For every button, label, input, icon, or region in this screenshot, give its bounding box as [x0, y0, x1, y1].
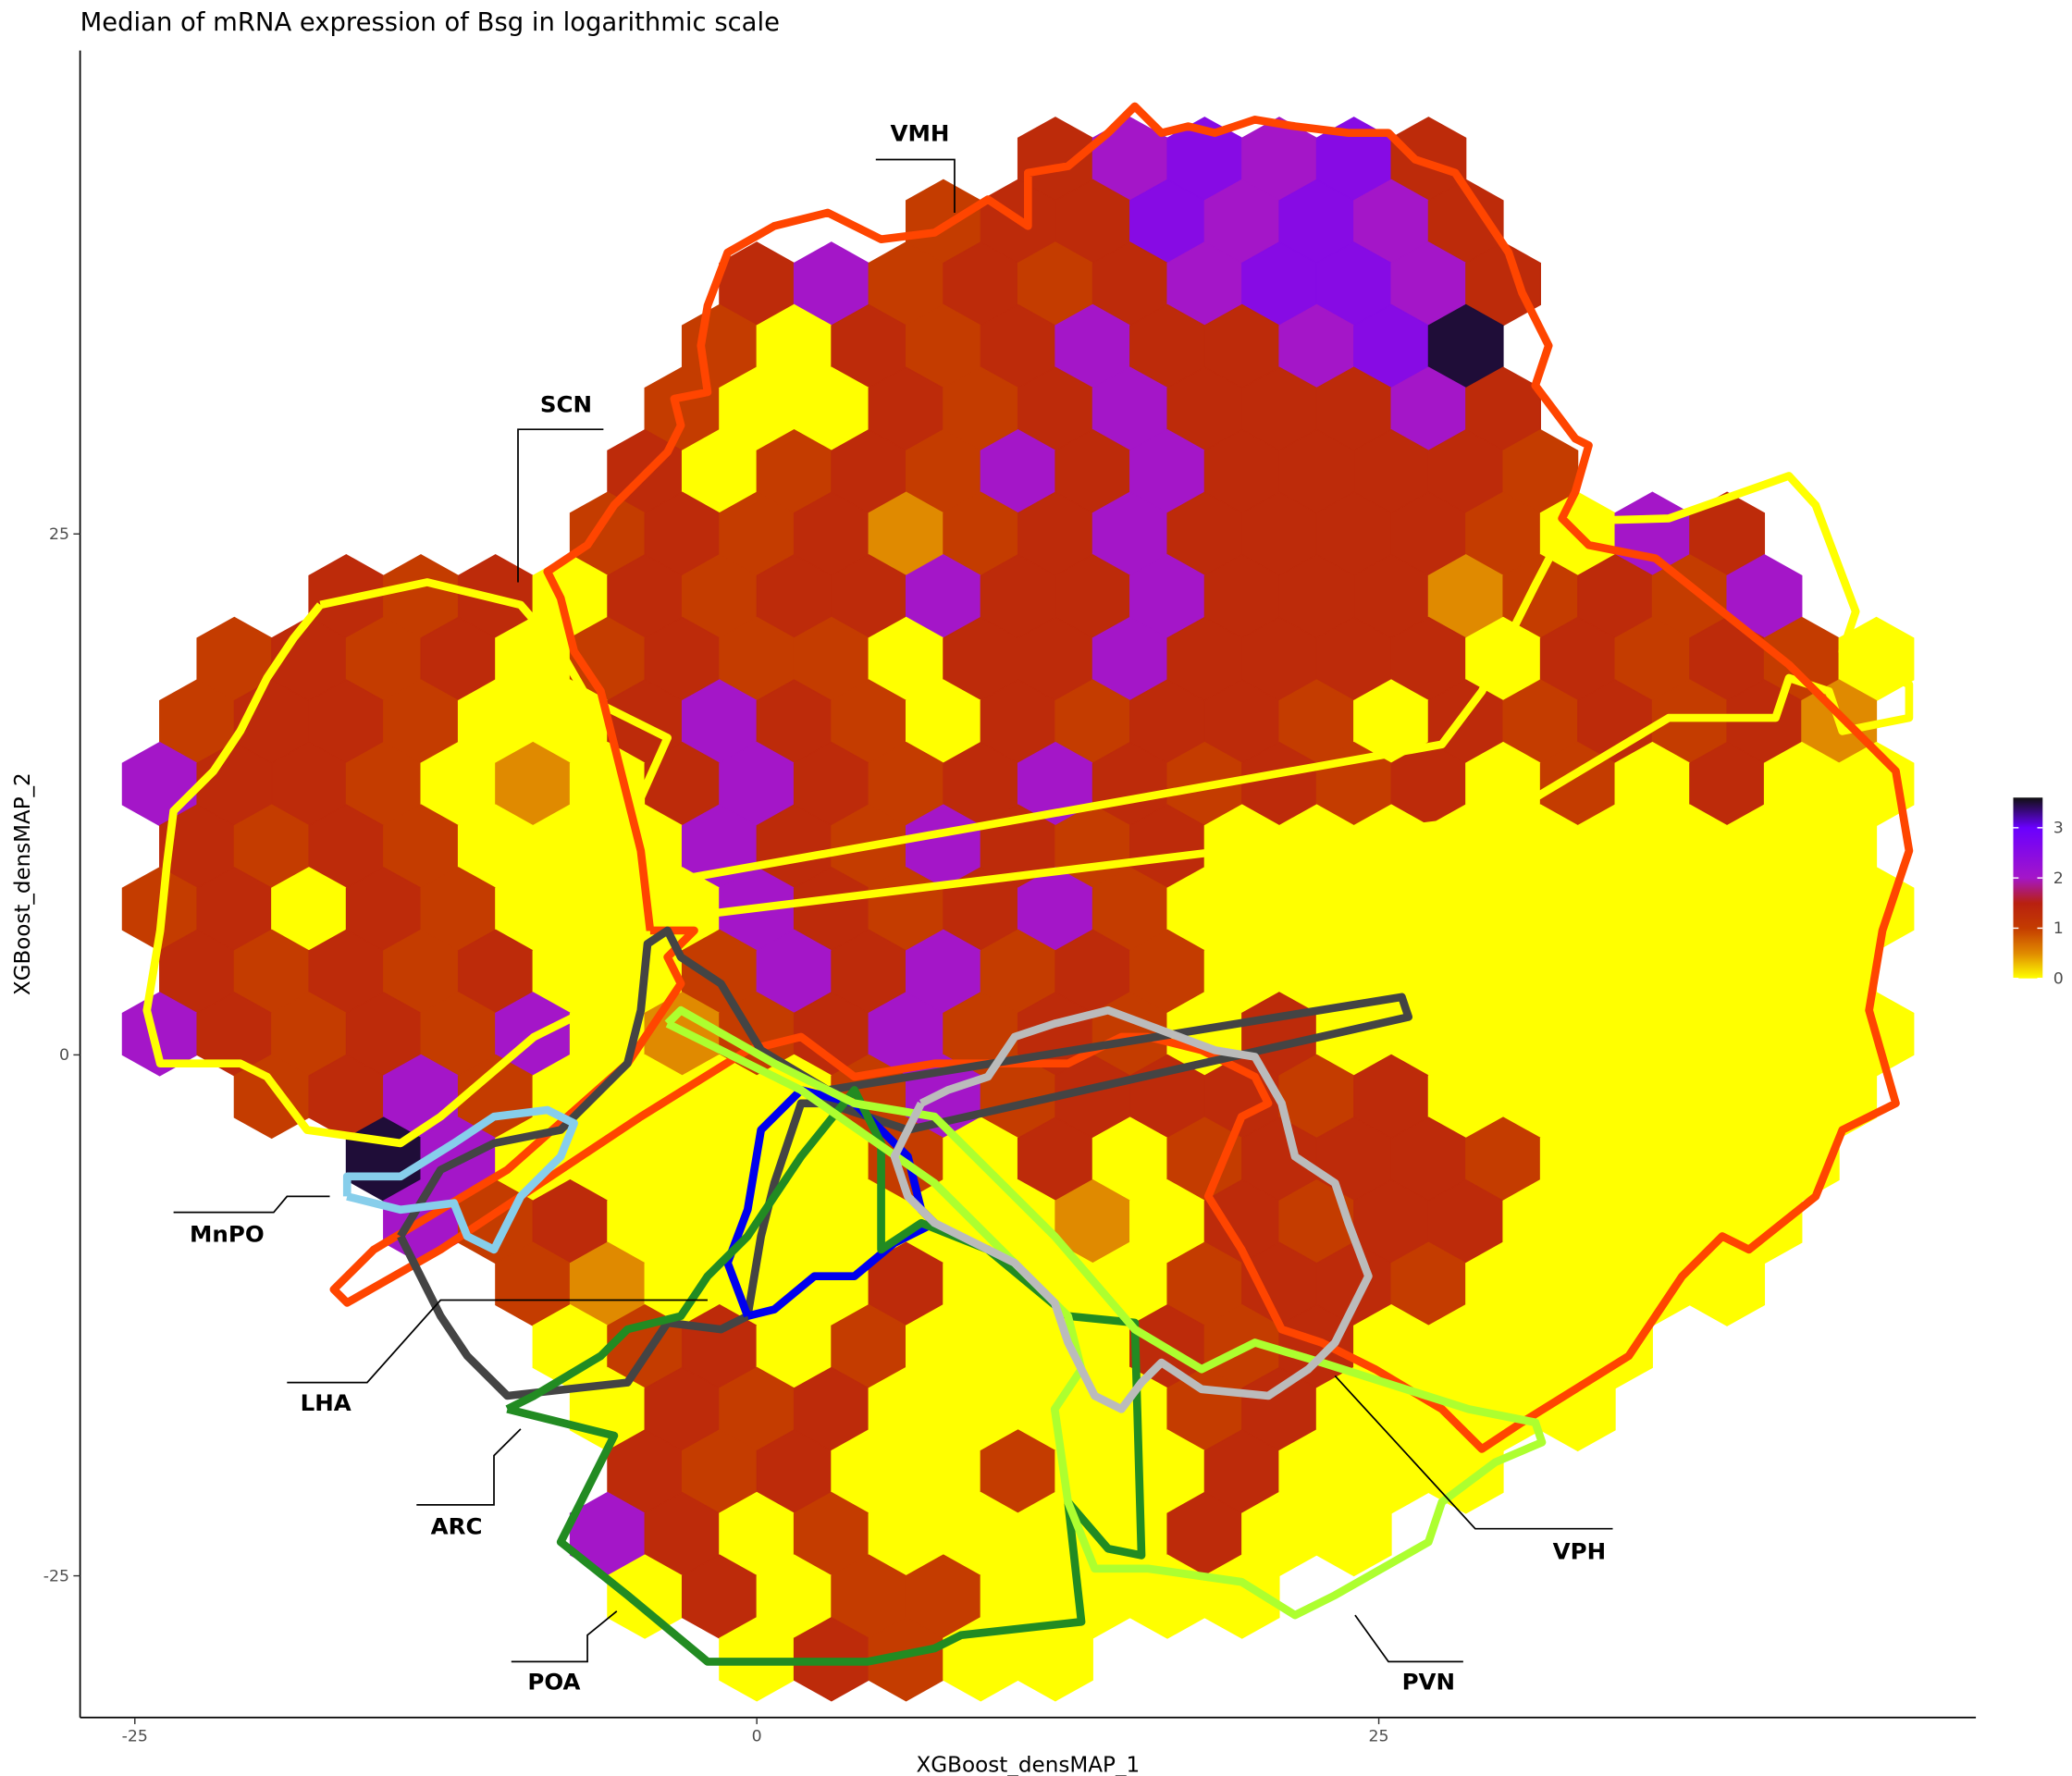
colorbar-tick-label: 1 [2054, 919, 2064, 938]
hex-layer [121, 117, 1915, 1702]
region-outline [342, 1105, 578, 1254]
y-tick-label: 0 [59, 1046, 69, 1065]
annotations: VMH SCN MnPO LHA ARC POA VPH PVN [173, 119, 1613, 1696]
y-axis-label: XGBoost_densMAP_2 [11, 772, 35, 995]
region-outline [397, 926, 1413, 1400]
annotation: PVN [1402, 1669, 1455, 1696]
annotation: VPH [1553, 1538, 1606, 1565]
x-tick-label: 0 [752, 1728, 762, 1746]
leader-line [173, 1195, 330, 1214]
y-tick-label: 25 [49, 525, 69, 544]
colorbar-tick-label: 0 [2054, 970, 2064, 989]
x-axis-label: XGBoost_densMAP_1 [916, 1754, 1140, 1776]
annotation: POA [527, 1669, 580, 1696]
colorbar-tick-label: 2 [2054, 870, 2064, 888]
colorbar: 0 1 2 3 [2013, 797, 2064, 989]
annotation: VMH [890, 119, 949, 146]
annotation: ARC [431, 1512, 483, 1539]
annotation: MnPO [190, 1220, 265, 1247]
leader-line [1334, 1375, 1613, 1530]
region-outline [505, 1086, 1146, 1666]
region-outline [890, 1005, 1373, 1413]
region-outlines [142, 102, 1914, 1666]
hex-bin [1017, 1617, 1093, 1702]
hex-bin [1315, 1491, 1392, 1577]
colorbar-tick-label: 3 [2054, 820, 2064, 838]
leader-line [517, 428, 604, 583]
x-tick-label: -25 [122, 1728, 148, 1746]
leader-line [875, 158, 956, 213]
leader-line [1354, 1614, 1463, 1663]
chart-title: Median of mRNA expression of Bsg in loga… [80, 8, 780, 37]
leader-line [287, 1299, 708, 1384]
x-tick-label: 25 [1369, 1728, 1389, 1746]
colorbar-gradient [2013, 797, 2043, 979]
hex-bin [1539, 1366, 1616, 1452]
leader-line [511, 1610, 618, 1663]
region-outline [723, 1086, 939, 1320]
annotation: SCN [540, 391, 592, 418]
y-tick-label: -25 [43, 1567, 69, 1585]
annotation: LHA [301, 1389, 352, 1416]
leader-line [416, 1428, 522, 1506]
